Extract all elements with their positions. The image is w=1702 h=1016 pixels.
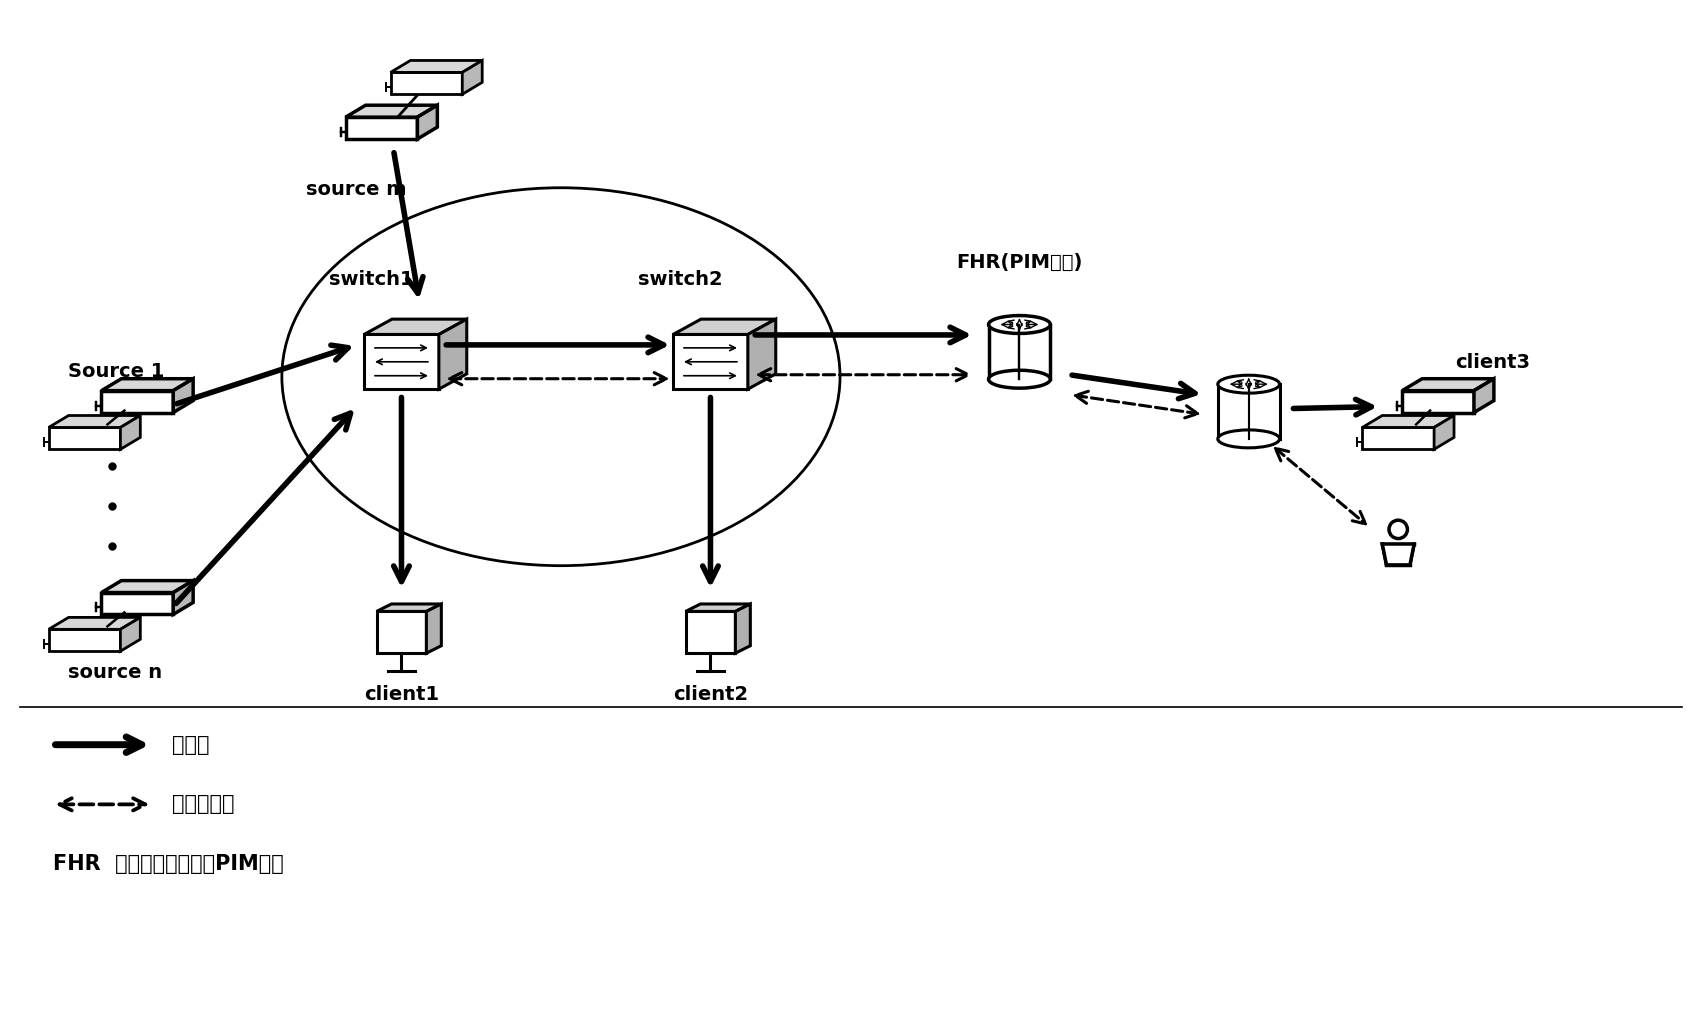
Polygon shape (49, 416, 140, 428)
Polygon shape (346, 117, 417, 139)
Text: client1: client1 (364, 685, 439, 704)
Polygon shape (686, 612, 735, 653)
Polygon shape (102, 379, 192, 390)
Polygon shape (1435, 416, 1454, 449)
Ellipse shape (989, 370, 1050, 388)
Polygon shape (1362, 428, 1435, 449)
Polygon shape (1474, 379, 1494, 412)
Polygon shape (102, 592, 174, 615)
Ellipse shape (1219, 375, 1280, 393)
Polygon shape (376, 604, 441, 612)
Polygon shape (121, 618, 140, 651)
Polygon shape (735, 604, 751, 653)
Polygon shape (1402, 379, 1494, 390)
Text: FHR(PIM路由): FHR(PIM路由) (957, 253, 1082, 272)
Polygon shape (747, 319, 776, 389)
Text: client3: client3 (1455, 353, 1530, 372)
Polygon shape (174, 580, 192, 615)
Polygon shape (463, 61, 482, 94)
Polygon shape (686, 604, 751, 612)
Text: FHR  首跳路由器，运行PIM协议: FHR 首跳路由器，运行PIM协议 (53, 854, 283, 874)
Polygon shape (390, 72, 463, 94)
Polygon shape (346, 106, 437, 117)
Text: source m: source m (306, 180, 407, 199)
Ellipse shape (1219, 430, 1280, 448)
Ellipse shape (989, 316, 1050, 333)
Text: client2: client2 (672, 685, 747, 704)
Polygon shape (364, 334, 439, 389)
Text: 其它应用流: 其它应用流 (172, 795, 235, 815)
Text: switch1: switch1 (328, 270, 414, 290)
Polygon shape (49, 428, 121, 449)
Polygon shape (1402, 390, 1474, 412)
Polygon shape (102, 390, 174, 412)
Polygon shape (174, 379, 192, 412)
Polygon shape (102, 580, 192, 592)
Text: Source 1: Source 1 (68, 362, 163, 381)
Polygon shape (1382, 544, 1414, 565)
Polygon shape (390, 61, 482, 72)
Circle shape (1389, 520, 1408, 538)
Polygon shape (989, 324, 1050, 379)
Polygon shape (439, 319, 466, 389)
Polygon shape (672, 319, 776, 334)
Polygon shape (427, 604, 441, 653)
Polygon shape (49, 629, 121, 651)
Text: source n: source n (68, 663, 162, 682)
Text: 组播流: 组播流 (172, 735, 209, 755)
Polygon shape (49, 618, 140, 629)
Polygon shape (121, 416, 140, 449)
Polygon shape (1219, 384, 1280, 439)
Polygon shape (364, 319, 466, 334)
Polygon shape (417, 106, 437, 139)
Polygon shape (1362, 416, 1454, 428)
Polygon shape (672, 334, 747, 389)
Text: switch2: switch2 (638, 270, 723, 290)
Polygon shape (376, 612, 427, 653)
